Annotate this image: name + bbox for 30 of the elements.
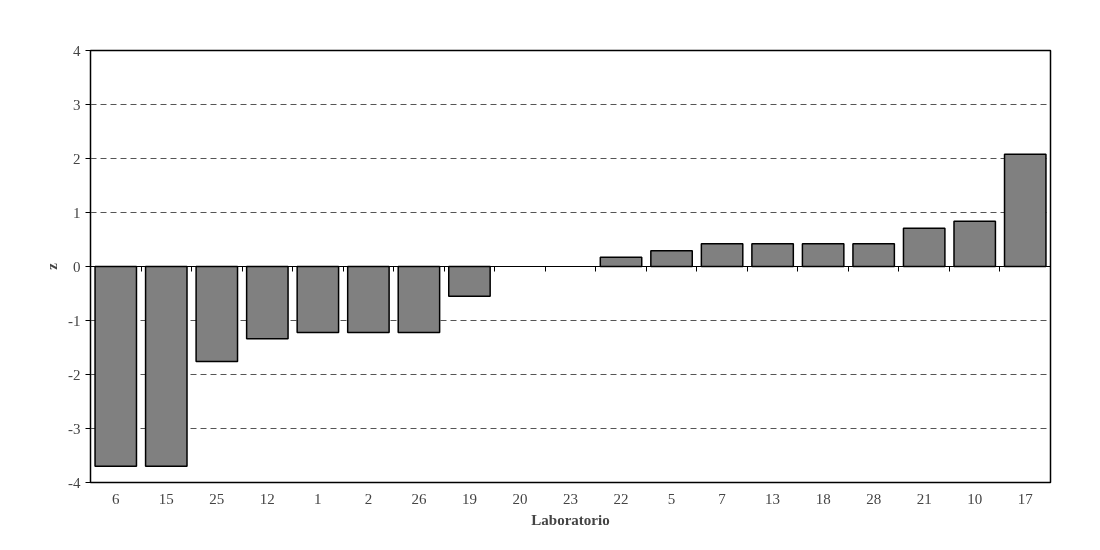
x-tick-label: 12 — [259, 490, 275, 507]
y-tick-label: 1 — [73, 204, 81, 221]
x-tick-label: 17 — [1017, 490, 1034, 507]
y-tick-label: 4 — [73, 42, 81, 59]
x-axis-title: Laboratorio — [531, 511, 610, 528]
y-tick-label: 3 — [73, 96, 81, 113]
x-tick-label: 15 — [158, 490, 174, 507]
y-tick-label: -1 — [68, 312, 81, 329]
x-tick-label: 19 — [461, 490, 477, 507]
x-tick-label: 21 — [916, 490, 932, 507]
x-tick-label: 23 — [563, 490, 578, 507]
x-tick-label: 5 — [667, 490, 676, 507]
x-tick-label: 20 — [512, 490, 528, 507]
x-tick-label: 18 — [815, 490, 831, 507]
y-tick-label: -4 — [68, 474, 81, 491]
x-tick-label: 26 — [411, 490, 427, 507]
x-tick-label: 1 — [314, 490, 322, 507]
x-tick-label: 6 — [112, 490, 121, 507]
x-tick-label: 25 — [209, 490, 225, 507]
y-axis-title: z — [44, 262, 60, 270]
x-tick-label: 22 — [613, 490, 629, 507]
x-tick-label: 13 — [765, 490, 781, 507]
x-tick-label: 7 — [718, 490, 727, 507]
y-tick-label: -3 — [68, 420, 81, 437]
y-tick-label: -2 — [68, 366, 81, 383]
y-tick-label: 0 — [73, 258, 81, 275]
x-tick-label: 10 — [967, 490, 983, 507]
y-tick-label: 2 — [73, 150, 81, 167]
x-tick-label: 28 — [866, 490, 882, 507]
x-tick-label: 2 — [364, 490, 373, 507]
